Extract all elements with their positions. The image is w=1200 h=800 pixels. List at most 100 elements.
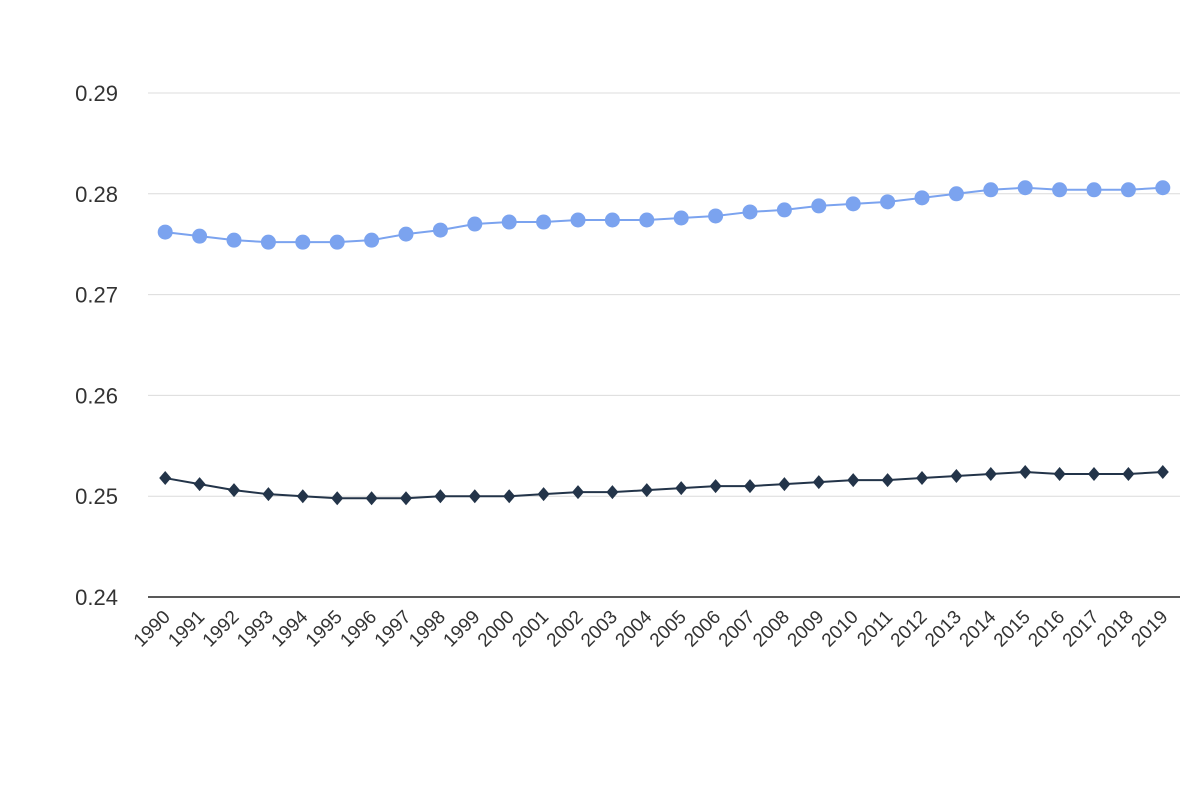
x-tick-label: 2010 — [818, 607, 863, 652]
point — [192, 228, 208, 244]
point — [1053, 467, 1066, 482]
x-tick-label: 2017 — [1059, 607, 1104, 652]
x-tick-label: 2006 — [680, 607, 725, 652]
x-tick-label: 2004 — [612, 606, 657, 651]
point — [468, 489, 481, 504]
point — [950, 469, 963, 484]
x-tick-label: 2013 — [921, 607, 966, 652]
point — [226, 232, 242, 248]
point — [364, 232, 380, 248]
point — [708, 208, 724, 224]
x-tick-label: 2018 — [1093, 607, 1138, 652]
point — [501, 214, 517, 230]
point — [983, 182, 999, 198]
point — [260, 234, 276, 250]
point — [914, 190, 930, 206]
point — [812, 475, 825, 490]
point — [159, 471, 172, 486]
y-tick-label: 0.29 — [75, 81, 118, 106]
point — [984, 467, 997, 482]
point — [673, 210, 689, 226]
point — [1088, 467, 1100, 482]
point — [157, 224, 173, 240]
x-tick-label: 2002 — [543, 607, 588, 652]
point — [916, 471, 928, 486]
point — [329, 234, 345, 250]
y-tick-label: 0.24 — [75, 585, 118, 610]
x-tick-label: 1992 — [199, 607, 244, 652]
x-tick-label: 2000 — [474, 607, 519, 652]
x-tick-label: 1996 — [336, 607, 381, 652]
point — [639, 212, 655, 228]
point — [228, 483, 240, 498]
point — [778, 477, 791, 492]
point — [1019, 465, 1032, 480]
point — [1086, 182, 1102, 198]
point — [811, 198, 827, 214]
point — [570, 212, 586, 228]
point — [948, 186, 964, 202]
point — [537, 487, 550, 502]
series-line — [165, 471, 1163, 500]
point — [503, 489, 516, 504]
point — [365, 491, 378, 506]
point — [1052, 182, 1068, 198]
x-tick-label: 2015 — [990, 607, 1035, 652]
x-tick-label: 2016 — [1024, 607, 1069, 652]
x-tick-label: 1993 — [233, 607, 278, 652]
point — [847, 473, 860, 488]
point — [193, 477, 206, 492]
x-tick-label: 2001 — [508, 607, 553, 652]
x-tick-label: 1995 — [302, 607, 347, 652]
point — [604, 212, 620, 228]
point — [1122, 467, 1135, 482]
x-tick-label: 2003 — [577, 607, 622, 652]
y-tick-label: 0.27 — [75, 283, 118, 308]
y-tick-label: 0.28 — [75, 182, 118, 207]
x-tick-label: 2019 — [1128, 607, 1173, 652]
point — [467, 216, 483, 232]
point — [1017, 180, 1033, 196]
x-tick-label: 2011 — [853, 607, 897, 651]
point — [262, 487, 275, 502]
x-tick-label: 1990 — [130, 607, 175, 652]
point — [1155, 180, 1171, 196]
x-tick-label: 1999 — [440, 607, 485, 652]
x-tick-label: 1997 — [371, 607, 416, 652]
x-tick-label: 2012 — [887, 607, 932, 652]
point — [400, 491, 412, 506]
x-tick-label: 1998 — [405, 607, 450, 652]
point — [398, 226, 414, 242]
point — [881, 473, 894, 488]
point — [744, 479, 756, 494]
point — [572, 485, 584, 500]
point — [331, 491, 344, 506]
x-tick-label: 1991 — [164, 607, 209, 652]
point — [1156, 465, 1169, 480]
x-tick-label: 2014 — [956, 606, 1001, 651]
y-tick-label: 0.26 — [75, 383, 118, 408]
series-line — [165, 186, 1163, 244]
x-tick-label: 2009 — [784, 607, 829, 652]
point — [296, 489, 309, 504]
x-tick-label: 1994 — [268, 606, 313, 651]
point — [880, 194, 896, 210]
point — [640, 483, 653, 498]
point — [434, 489, 447, 504]
point — [295, 234, 311, 250]
point — [606, 485, 619, 500]
point — [845, 196, 861, 212]
point — [432, 222, 448, 238]
point — [709, 479, 722, 494]
point — [742, 204, 758, 220]
x-tick-label: 2007 — [715, 607, 760, 652]
point — [1120, 182, 1136, 198]
y-tick-label: 0.25 — [75, 484, 118, 509]
x-tick-label: 2008 — [749, 607, 794, 652]
point — [675, 481, 688, 496]
point — [536, 214, 552, 230]
point — [776, 202, 792, 218]
x-tick-label: 2005 — [646, 607, 691, 652]
